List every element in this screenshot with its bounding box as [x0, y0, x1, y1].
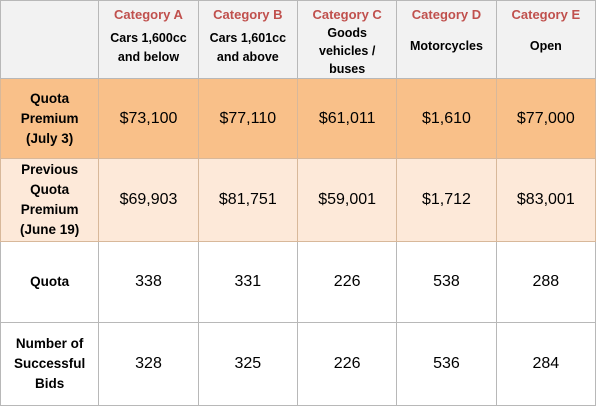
row-successful-bids: Number of Successful Bids 328 325 226 53… — [0, 322, 596, 406]
value-cell: $61,011 — [296, 78, 398, 159]
category-desc: Cars 1,600cc and below — [110, 31, 187, 64]
value-cell: 288 — [495, 241, 596, 323]
value-cell: 538 — [396, 241, 497, 323]
category-desc: Open — [529, 39, 562, 53]
value-cell: 284 — [495, 322, 596, 406]
category-desc: Cars 1,601cc and above — [209, 31, 287, 64]
header-category-d: Category D Motorcycles — [396, 0, 497, 79]
category-name: Category E — [511, 7, 581, 22]
row-label: Previous Quota Premium (June 19) — [0, 158, 100, 242]
row-previous-quota-premium: Previous Quota Premium (June 19) $69,903… — [0, 158, 596, 242]
value-cell: $83,001 — [495, 158, 596, 242]
value-cell: 338 — [98, 241, 199, 323]
value-cell: 325 — [197, 322, 298, 406]
header-category-e: Category E Open — [495, 0, 596, 79]
category-name: Category C — [312, 7, 382, 22]
value-cell: $1,712 — [396, 158, 497, 242]
row-label: Quota Premium (July 3) — [0, 78, 100, 159]
row-label: Number of Successful Bids — [0, 322, 100, 406]
value-cell: 226 — [296, 241, 398, 323]
header-category-a: Category A Cars 1,600cc and below — [98, 0, 199, 79]
row-label: Quota — [0, 241, 100, 323]
category-name: Category D — [411, 7, 482, 22]
value-cell: 328 — [98, 322, 199, 406]
header-row: Category A Cars 1,600cc and below Catego… — [0, 0, 596, 79]
category-name: Category A — [114, 7, 183, 22]
value-cell: $73,100 — [98, 78, 199, 159]
header-category-b: Category B Cars 1,601cc and above — [197, 0, 298, 79]
value-cell: $69,903 — [98, 158, 199, 242]
category-desc: Goods vehicles / buses — [319, 26, 376, 76]
row-quota-premium: Quota Premium (July 3) $73,100 $77,110 $… — [0, 78, 596, 159]
category-desc: Motorcycles — [410, 39, 483, 53]
value-cell: 536 — [396, 322, 497, 406]
value-cell: $81,751 — [197, 158, 298, 242]
value-cell: $77,000 — [495, 78, 596, 159]
corner-cell — [0, 0, 100, 79]
category-name: Category B — [213, 7, 283, 22]
row-quota: Quota 338 331 226 538 288 — [0, 241, 596, 323]
value-cell: $77,110 — [197, 78, 298, 159]
value-cell: $59,001 — [296, 158, 398, 242]
value-cell: 331 — [197, 241, 298, 323]
value-cell: $1,610 — [396, 78, 497, 159]
header-category-c: Category C Goods vehicles / buses — [296, 0, 398, 79]
value-cell: 226 — [296, 322, 398, 406]
